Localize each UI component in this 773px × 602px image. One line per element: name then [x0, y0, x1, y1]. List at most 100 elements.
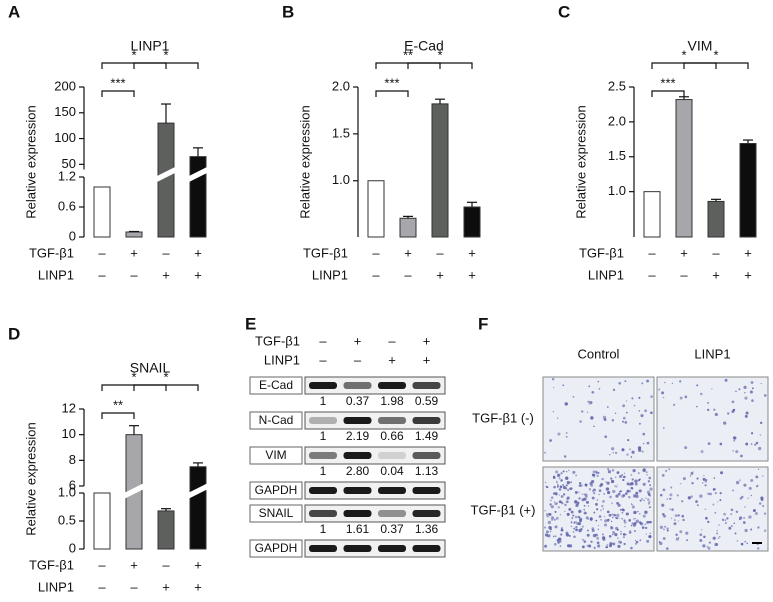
cell [709, 492, 712, 496]
band-quant: 1 [320, 522, 327, 536]
band-quant: 1.13 [415, 464, 439, 478]
cell [602, 536, 606, 540]
y-tick-label: 6 [69, 477, 76, 492]
cell [715, 543, 719, 546]
cell [563, 455, 567, 458]
significance-bracket [133, 384, 199, 391]
cell [740, 542, 744, 546]
blot-band [309, 382, 337, 389]
cell [602, 500, 605, 503]
band-quant: 1.98 [380, 394, 404, 408]
micrograph [656, 376, 769, 462]
cell [648, 476, 652, 480]
cell [605, 545, 609, 549]
y-axis-label: Relative expression [297, 105, 312, 218]
cell [557, 541, 560, 544]
band-quant: 1.49 [415, 429, 439, 443]
bar [367, 180, 385, 238]
cell [678, 537, 680, 539]
cell [549, 439, 552, 442]
cell [625, 534, 627, 536]
cell [606, 481, 610, 485]
y-tick-label: 2.0 [332, 78, 350, 93]
chart-title: LINP1 [131, 38, 170, 54]
cell [707, 492, 710, 496]
y-axis-label: Relative expression [573, 105, 588, 218]
cell [634, 542, 637, 545]
significance-bracket [101, 412, 135, 419]
significance-label: * [437, 47, 442, 62]
cell [572, 470, 576, 474]
cell [573, 527, 576, 530]
significance-label: * [163, 47, 168, 62]
cell [622, 420, 625, 423]
cell [705, 478, 708, 482]
cell [600, 483, 604, 487]
cell [616, 513, 620, 517]
cell [592, 488, 596, 492]
cell [738, 388, 741, 391]
cell [661, 503, 665, 507]
blot-row-label: N-Cad [259, 413, 294, 427]
cell [610, 525, 612, 528]
cell [597, 380, 600, 383]
bar [189, 156, 207, 238]
band-quant: 0.59 [415, 394, 439, 408]
cell [734, 532, 737, 535]
cell [758, 446, 762, 451]
condition-sign: + [744, 245, 752, 260]
cell [596, 541, 600, 545]
cell [621, 511, 624, 514]
cell [743, 483, 747, 487]
cell [701, 482, 704, 484]
cell [543, 526, 547, 529]
cell [583, 497, 587, 501]
condition-sign: + [468, 245, 476, 260]
condition-label: TGF-β1 [579, 245, 624, 260]
band-quant: 1 [320, 394, 327, 408]
cell [612, 388, 616, 391]
cell [545, 513, 548, 515]
cell [616, 501, 619, 505]
cell [559, 545, 562, 547]
blot-band [309, 417, 337, 424]
cell [552, 492, 556, 495]
cell [606, 544, 609, 547]
cell [559, 485, 563, 489]
cell [618, 474, 623, 479]
band-quant: 0.66 [380, 429, 404, 443]
cell [554, 535, 557, 538]
blot-strip [304, 446, 446, 465]
condition-sign: + [194, 245, 202, 260]
condition-label: LINP1 [588, 267, 624, 282]
significance-label: *** [110, 75, 125, 90]
cell [595, 533, 598, 537]
condition-label: LINP1 [264, 352, 300, 367]
blot-label-box [249, 376, 303, 395]
cell [740, 454, 743, 458]
cell [677, 520, 679, 522]
cell [619, 541, 622, 544]
cell [560, 527, 563, 530]
row-label: TGF-β1 (-) [472, 410, 534, 425]
cell [547, 520, 552, 525]
cell [622, 475, 626, 479]
significance-label: * [163, 369, 168, 384]
cell [606, 490, 611, 495]
cell [558, 488, 562, 491]
cell [615, 485, 618, 488]
cell [699, 538, 703, 542]
cell [648, 500, 651, 504]
cell [575, 528, 578, 532]
cell [728, 526, 732, 530]
cell [595, 519, 598, 522]
condition-sign: – [648, 245, 656, 260]
cell [551, 496, 554, 499]
cell [557, 417, 559, 419]
cell [607, 470, 612, 474]
cell [743, 385, 747, 389]
cell [614, 485, 616, 487]
cell [567, 544, 571, 548]
bar [399, 217, 417, 238]
significance-label: * [713, 47, 718, 62]
